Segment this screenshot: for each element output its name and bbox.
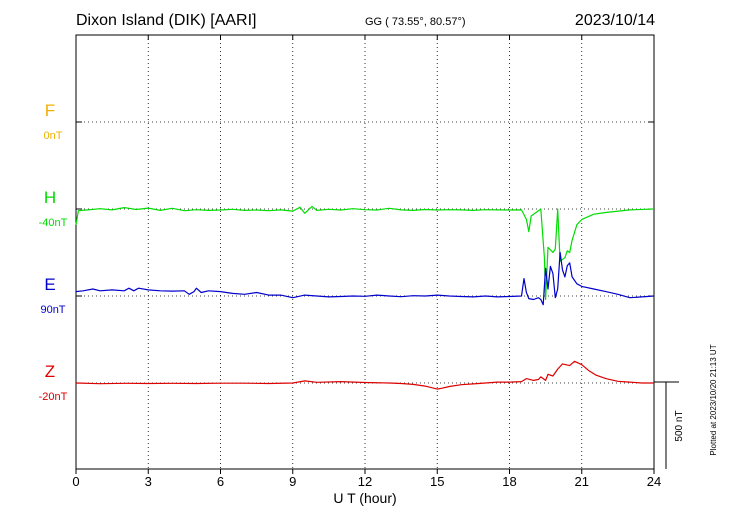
chart-header: Dixon Island (DIK) [AARI] GG ( 73.55°, 8… bbox=[76, 12, 655, 29]
channel-labels: F 0nT H -40nT E 90nT Z -20nT bbox=[39, 101, 68, 403]
station-title: Dixon Island (DIK) [AARI] bbox=[76, 12, 257, 29]
x-tick-label: 15 bbox=[430, 474, 444, 489]
x-tick-label: 6 bbox=[217, 474, 224, 489]
channel-baseline-f: 0nT bbox=[44, 130, 63, 142]
scale-label: 500 nT bbox=[674, 410, 685, 441]
x-tick-label: 0 bbox=[72, 474, 79, 489]
x-axis: 0 3 6 9 12 15 18 21 24 bbox=[72, 35, 661, 489]
plotted-timestamp: Plotted at 2023/10/20 21:13 UT bbox=[709, 344, 718, 455]
channel-baseline-z: -20nT bbox=[39, 391, 68, 403]
station-coords: GG ( 73.55°, 80.57°) bbox=[365, 16, 466, 28]
channel-name-z: Z bbox=[45, 362, 55, 381]
x-tick-label: 24 bbox=[647, 474, 661, 489]
x-tick-label: 21 bbox=[575, 474, 589, 489]
x-tick-label: 12 bbox=[358, 474, 372, 489]
x-tick-label: 9 bbox=[289, 474, 296, 489]
scale-bar: 500 nT bbox=[654, 381, 685, 469]
channel-baseline-h: -40nT bbox=[39, 217, 68, 229]
x-tick-label: 3 bbox=[145, 474, 152, 489]
channel-name-e: E bbox=[44, 275, 55, 294]
chart-date: 2023/10/14 bbox=[575, 12, 655, 29]
trace-h bbox=[75, 205, 655, 301]
x-axis-label: U T (hour) bbox=[333, 490, 396, 506]
channel-name-h: H bbox=[44, 188, 56, 207]
channel-name-f: F bbox=[45, 101, 55, 120]
x-tick-label: 18 bbox=[502, 474, 516, 489]
trace-z bbox=[75, 360, 654, 390]
channel-baseline-e: 90nT bbox=[40, 304, 65, 316]
trace-e bbox=[75, 251, 655, 306]
series-traces bbox=[75, 205, 655, 390]
